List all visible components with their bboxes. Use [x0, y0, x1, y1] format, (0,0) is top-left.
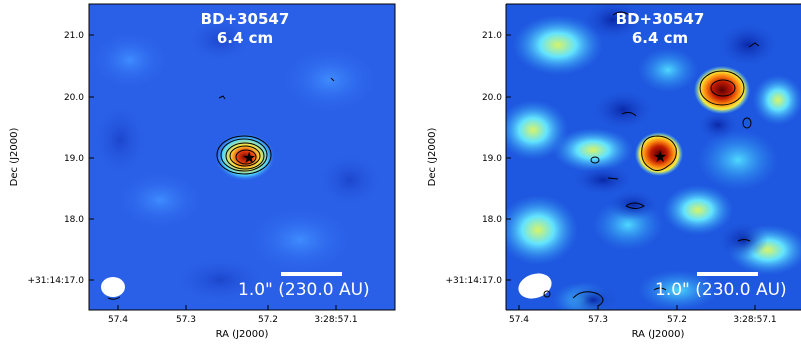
left-plot: ★ 1.0" (230.0 AU) BD+30547 6.4 cm 21.0 2…	[9, 3, 396, 340]
ylabel: Dec (J2000)	[427, 128, 438, 187]
beam-ellipse	[518, 273, 552, 299]
star-marker: ★	[653, 147, 667, 166]
xtick-1: 57.4	[509, 315, 529, 325]
xtick-3: 57.2	[258, 315, 278, 325]
ytick-5: +31:14:17.0	[27, 276, 84, 286]
right-plot: ★ 1.0" (230.0 AU) BD+30547 6.4 cm 21.0 2…	[427, 3, 801, 340]
title-line2: 6.4 cm	[217, 29, 273, 47]
ytick-3: 19.0	[64, 154, 84, 164]
ytick-1: 21.0	[482, 31, 502, 41]
xtick-3: 57.2	[667, 315, 687, 325]
scalebar	[281, 272, 342, 276]
star-marker: ★	[242, 148, 256, 167]
xtick-2: 57.3	[176, 315, 196, 325]
left-image: ★ 1.0" (230.0 AU) BD+30547 6.4 cm	[89, 4, 395, 310]
left-panel: ★ 1.0" (230.0 AU) BD+30547 6.4 cm 21.0 2…	[0, 0, 400, 343]
ytick-5: +31:14:17.0	[445, 276, 502, 286]
xlabel: RA (J2000)	[216, 329, 269, 340]
right-image: ★ 1.0" (230.0 AU) BD+30547 6.4 cm	[506, 4, 801, 310]
ytick-4: 18.0	[64, 215, 84, 225]
xtick-2: 57.3	[588, 315, 608, 325]
title-line2: 6.4 cm	[632, 29, 688, 47]
scalebar-label: 1.0" (230.0 AU)	[238, 280, 370, 300]
ytick-2: 20.0	[482, 93, 502, 103]
right-panel: ★ 1.0" (230.0 AU) BD+30547 6.4 cm 21.0 2…	[418, 0, 801, 343]
source-emission	[215, 133, 275, 181]
xtick-4: 3:28:57.1	[314, 315, 357, 325]
xtick-1: 57.4	[108, 315, 128, 325]
ytick-1: 21.0	[64, 31, 84, 41]
ytick-2: 20.0	[64, 93, 84, 103]
right-contours	[572, 11, 760, 307]
ytick-3: 19.0	[482, 154, 502, 164]
scalebar	[697, 272, 758, 276]
title-line1: BD+30547	[616, 10, 705, 28]
scalebar-label: 1.0" (230.0 AU)	[655, 280, 787, 300]
ytick-4: 18.0	[482, 215, 502, 225]
second-source-emission	[694, 66, 750, 114]
left-frame	[88, 3, 396, 311]
xtick-4: 3:28:57.1	[733, 315, 776, 325]
title-line1: BD+30547	[201, 10, 290, 28]
beam-ellipse	[101, 277, 125, 297]
left-contours	[216, 77, 335, 175]
ylabel: Dec (J2000)	[9, 128, 20, 187]
xlabel: RA (J2000)	[632, 329, 685, 340]
source-emission	[635, 132, 683, 176]
